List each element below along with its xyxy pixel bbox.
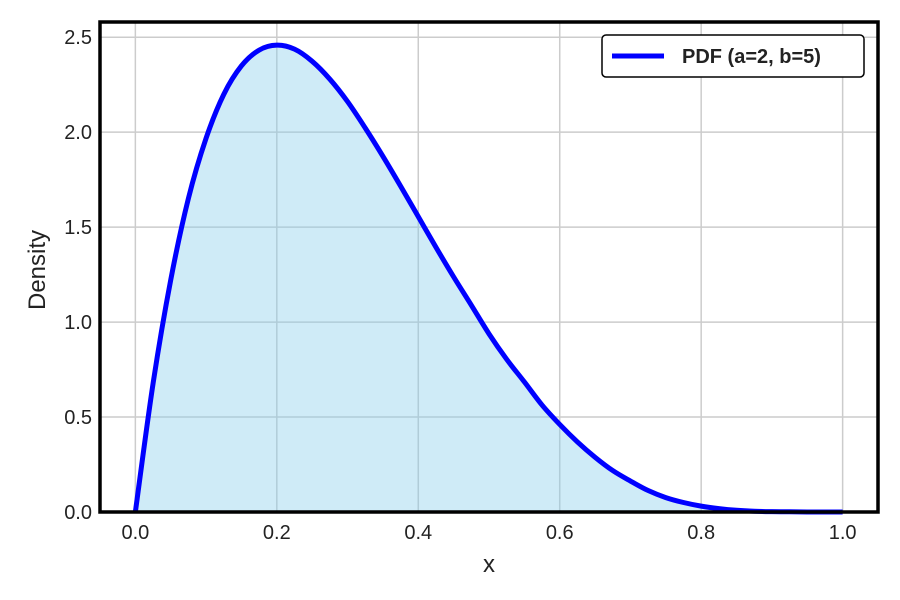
- y-tick-label: 2.5: [64, 27, 92, 49]
- y-tick-label: 0.0: [64, 502, 92, 524]
- x-tick-label: 0.8: [687, 522, 715, 544]
- x-axis-ticks: 0.0 0.2 0.4 0.6 0.8 1.0: [121, 522, 856, 544]
- grid-lines: [100, 22, 878, 513]
- x-tick-label: 0.6: [546, 522, 574, 544]
- x-tick-label: 0.0: [121, 522, 149, 544]
- x-axis-label: x: [483, 551, 495, 578]
- density-area-fill: [135, 45, 843, 513]
- y-tick-label: 0.5: [64, 407, 92, 429]
- plot-frame: [98, 20, 880, 514]
- legend-label: PDF (a=2, b=5): [682, 46, 821, 68]
- pdf-curve-line: [132, 42, 843, 515]
- x-tick-label: 1.0: [829, 522, 857, 544]
- y-axis-ticks: 0.0 0.5 1.0 1.5 2.0 2.5: [64, 27, 92, 524]
- y-tick-label: 1.5: [64, 217, 92, 239]
- plot-background: [100, 22, 878, 512]
- y-tick-label: 2.0: [64, 122, 92, 144]
- legend: PDF (a=2, b=5): [601, 34, 865, 78]
- legend-box: [601, 34, 865, 78]
- x-tick-label: 0.2: [263, 522, 291, 544]
- y-axis-label: Density: [24, 230, 51, 310]
- x-tick-label: 0.4: [404, 522, 432, 544]
- y-tick-label: 1.0: [64, 312, 92, 334]
